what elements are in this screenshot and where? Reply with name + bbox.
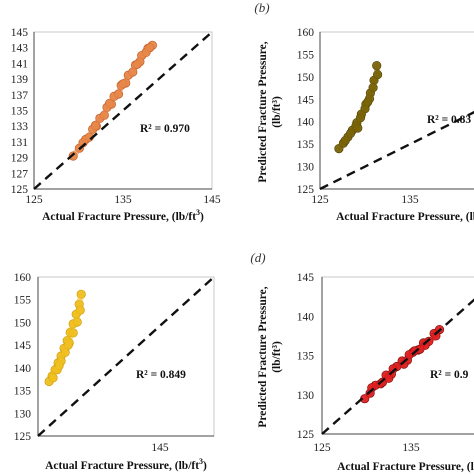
- y-tick-label: 160: [14, 272, 32, 284]
- x-tick-label: 125: [25, 194, 43, 206]
- y-tick-label: 145: [14, 340, 32, 352]
- panel-label: (b): [254, 0, 269, 15]
- scatter-series: [44, 289, 86, 387]
- x-tick-label: 135: [402, 442, 420, 454]
- y-tick-label: 155: [14, 295, 32, 307]
- y-tick-label: 130: [297, 390, 315, 402]
- panel-label: (d): [250, 250, 265, 265]
- y-tick-label: 145: [11, 27, 29, 39]
- x-tick-label: 145: [151, 442, 169, 454]
- scatter-series: [68, 40, 157, 161]
- panel-a: 125 127 129 131 133 135 137 139 141 143 145 125 135 1…: [11, 27, 221, 223]
- y-tick-label: 140: [297, 311, 315, 323]
- plot-frame: [321, 276, 474, 435]
- x-tick-label: 145: [203, 194, 221, 206]
- y-tick-label: 140: [297, 117, 315, 129]
- point-cloud-segment: [146, 42, 156, 51]
- y-tick-label: 137: [11, 90, 29, 102]
- y-tick-label: 140: [14, 363, 32, 375]
- y-tick-label: 145: [297, 94, 315, 106]
- y-tick-label: 143: [11, 43, 29, 55]
- y-tick-label: 145: [297, 272, 315, 284]
- y-axis-label: Predicted Fracture Pressure, (lb/ft³): [257, 41, 283, 182]
- x-tick-label: 125: [311, 194, 329, 206]
- y-tick-label: 129: [11, 153, 29, 165]
- x-tick-label: 135: [114, 194, 132, 206]
- r-squared-annotation: R² = 0.9: [430, 369, 469, 381]
- identity-line: [33, 31, 213, 190]
- y-tick-label: 155: [297, 49, 315, 61]
- scatter-series: [334, 60, 383, 154]
- y-tick-label: 125: [11, 184, 29, 196]
- x-axis-label: Actual Fracture Pressure, (lb/ft3): [45, 457, 207, 472]
- x-axis-label: Actual Fracture Pressure, (lb/ft3): [336, 208, 474, 223]
- plot-frame: [319, 31, 474, 190]
- y-tick-label: 133: [11, 121, 29, 133]
- panel-d: 125 130 135 140 145 125 135 Actual Fracture Pre…: [250, 250, 474, 473]
- y-tick-label: 125: [297, 429, 315, 441]
- y-axis-label: Predicted Fracture Pressure, (lb/ft³): [257, 286, 283, 427]
- identity-line: [37, 276, 215, 437]
- y-tick-label: 135: [297, 139, 315, 151]
- y-tick-label: 139: [11, 74, 29, 86]
- point-cloud-segment: [76, 291, 85, 308]
- point-cloud-segment: [373, 62, 381, 78]
- y-tick-label: 135: [297, 351, 315, 363]
- panel-b: 125 130 135 140 145 150 155 160 125 135 Actual Fra…: [254, 0, 474, 223]
- y-tick-label: 130: [297, 162, 315, 174]
- identity-line: [319, 110, 474, 191]
- y-tick-label: 131: [11, 137, 29, 149]
- identity-line: [321, 298, 474, 435]
- x-tick-label: 125: [313, 442, 331, 454]
- r-squared-annotation: R² = 0.849: [136, 369, 186, 381]
- y-tick-label: 141: [11, 58, 29, 70]
- r-squared-annotation: R² = 0.83: [427, 114, 471, 126]
- x-tick-label: 135: [401, 194, 419, 206]
- y-tick-label: 150: [297, 72, 315, 84]
- y-tick-label: 125: [14, 431, 32, 443]
- x-axis-label: Actual Fracture Pressure, (lb/ft3): [42, 208, 204, 223]
- y-tick-label: 150: [14, 317, 32, 329]
- r-squared-annotation: R² = 0.970: [140, 123, 190, 135]
- y-tick-label: 160: [297, 27, 315, 39]
- x-axis-label: Actual Fracture Pressure, (lb/ft3): [337, 458, 474, 473]
- y-tick-label: 125: [297, 184, 315, 196]
- y-tick-label: 135: [11, 106, 29, 118]
- y-tick-label: 135: [14, 386, 32, 398]
- panel-c: 125 130 135 140 145 150 155 160 145 Actual Fractu…: [14, 272, 215, 472]
- y-tick-label: 130: [14, 408, 32, 420]
- y-tick-label: 127: [11, 168, 29, 180]
